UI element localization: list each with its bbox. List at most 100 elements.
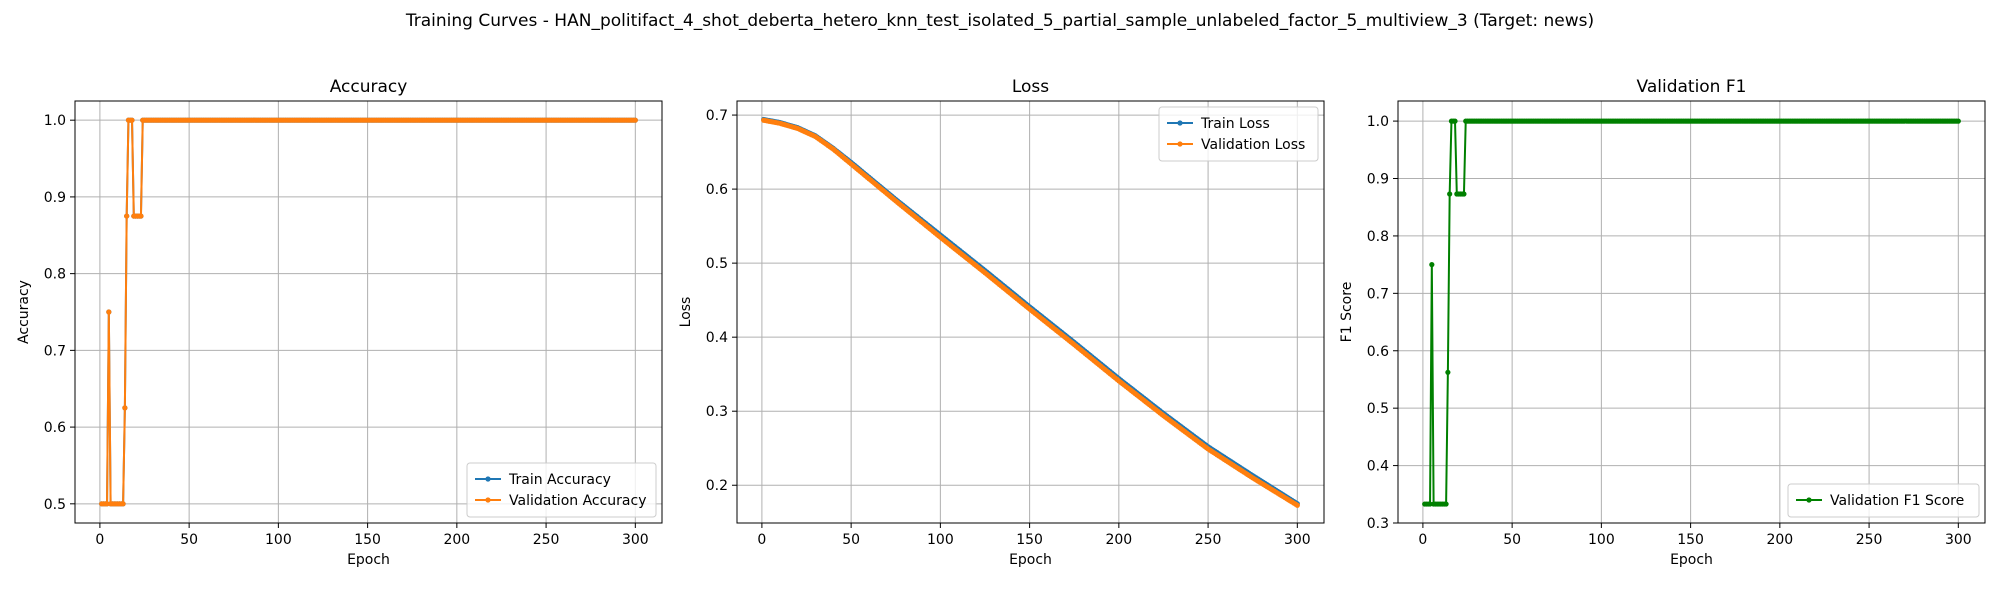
legend-item: Validation Loss — [1167, 137, 1305, 153]
data-point — [1443, 501, 1449, 507]
data-point — [122, 405, 128, 411]
data-point — [632, 117, 638, 123]
x-tick-label: 300 — [622, 532, 649, 548]
axes-title: Validation F1 — [1637, 77, 1747, 97]
legend: Train Accuracy Validation Accuracy — [466, 462, 657, 518]
y-tick-label: 0.5 — [706, 256, 728, 272]
x-tick-label: 200 — [443, 532, 470, 548]
y-tick-label: 0.6 — [706, 182, 728, 198]
legend-swatch-marker — [485, 497, 491, 503]
legend-swatch-marker — [485, 476, 491, 482]
axes-frame — [1397, 100, 1986, 524]
data-point — [1461, 191, 1467, 197]
data-point — [1445, 369, 1451, 375]
series-line — [101, 119, 636, 505]
x-tick-label: 50 — [180, 532, 198, 548]
x-axis-label: Epoch — [1009, 552, 1052, 568]
y-tick-label: 0.6 — [44, 420, 66, 436]
data-point — [106, 309, 112, 315]
loss-panel: 0 50 100 150 200 250 300 0.2 0.3 0.4 0.5 0.6 0.7 Loss… — [678, 77, 1325, 568]
data-point — [1452, 118, 1458, 124]
data-point — [1429, 262, 1435, 268]
x-tick-label: 200 — [1766, 532, 1793, 548]
x-tick-label: 50 — [1503, 532, 1521, 548]
y-tick-label: 0.9 — [1367, 172, 1389, 188]
y-tick-label: 0.4 — [706, 330, 728, 346]
x-tick-label: 100 — [265, 532, 292, 548]
data-point — [104, 501, 110, 507]
x-tick-label: 100 — [1588, 532, 1615, 548]
legend-item: Validation Accuracy — [475, 493, 647, 509]
x-tick-label: 100 — [927, 532, 954, 548]
accuracy-panel: 0 50 100 150 200 250 300 0.5 0.6 0.7 0.8 0.9 1.0 Accu… — [16, 77, 663, 568]
series-accuracy-1 — [99, 117, 638, 507]
legend-label: Validation Loss — [1201, 137, 1305, 153]
legend-label: Validation Accuracy — [509, 493, 647, 509]
y-tick-label: 0.5 — [1367, 401, 1389, 417]
data-point — [138, 213, 144, 219]
x-tick-label: 200 — [1105, 532, 1132, 548]
data-point — [120, 501, 126, 507]
y-tick-label: 0.6 — [1367, 344, 1389, 360]
data-point — [1294, 502, 1300, 508]
x-tick-label: 0 — [1418, 532, 1427, 548]
y-tick-label: 0.3 — [1367, 516, 1389, 532]
x-tick-label: 150 — [1677, 532, 1704, 548]
legend-label: Train Loss — [1200, 116, 1270, 132]
y-tick-label: 1.0 — [44, 113, 66, 129]
y-tick-label: 0.8 — [1367, 229, 1389, 245]
legend-item: Validation F1 Score — [1796, 493, 1964, 509]
figure-suptitle: Training Curves - HAN_politifact_4_shot_… — [405, 11, 1594, 31]
y-tick-label: 0.4 — [1367, 459, 1389, 475]
axes-title: Accuracy — [330, 77, 408, 97]
x-tick-label: 250 — [1195, 532, 1222, 548]
legend-box — [1158, 106, 1319, 162]
data-point — [129, 117, 135, 123]
y-axis-label: Accuracy — [16, 280, 32, 344]
x-axis-label: Epoch — [1670, 552, 1713, 568]
x-tick-label: 150 — [354, 532, 381, 548]
y-tick-label: 0.2 — [706, 478, 728, 494]
y-tick-label: 0.8 — [44, 267, 66, 283]
x-tick-label: 0 — [757, 532, 766, 548]
y-axis-label: Loss — [678, 297, 694, 328]
data-point — [124, 213, 130, 219]
x-tick-label: 50 — [842, 532, 860, 548]
axes-title: Loss — [1012, 77, 1049, 97]
axes-frame — [74, 100, 663, 524]
x-tick-label: 250 — [1856, 532, 1883, 548]
legend-label: Validation F1 Score — [1830, 493, 1964, 509]
series-line — [101, 119, 636, 505]
legend-swatch-marker — [1177, 141, 1183, 147]
legend-item: Train Loss — [1167, 116, 1270, 132]
legend-label: Train Accuracy — [508, 472, 611, 488]
y-tick-label: 1.0 — [1367, 114, 1389, 130]
data-point — [1447, 191, 1453, 197]
axes-frame — [736, 100, 1325, 524]
x-tick-label: 300 — [1945, 532, 1972, 548]
y-axis-label: F1 Score — [1339, 282, 1355, 343]
y-tick-label: 0.9 — [44, 190, 66, 206]
x-tick-label: 150 — [1016, 532, 1043, 548]
legend-box — [1787, 483, 1980, 518]
legend: Validation F1 Score — [1787, 483, 1980, 518]
y-tick-label: 0.3 — [706, 404, 728, 420]
f1-panel: 0 50 100 150 200 250 300 0.3 0.4 0.5 0.6 0.7 0.8 0.9 1… — [1339, 77, 1986, 568]
y-tick-label: 0.7 — [1367, 286, 1389, 302]
series-loss-1 — [761, 117, 1300, 508]
series-accuracy-0 — [99, 117, 638, 507]
y-tick-label: 0.7 — [44, 343, 66, 359]
x-tick-label: 300 — [1284, 532, 1311, 548]
legend: Train Loss Validation Loss — [1158, 106, 1319, 162]
legend-swatch-marker — [1806, 497, 1812, 503]
legend-swatch-marker — [1177, 120, 1183, 126]
x-tick-label: 0 — [95, 532, 104, 548]
legend-box — [466, 462, 657, 518]
data-point — [1427, 501, 1433, 507]
y-tick-label: 0.7 — [706, 108, 728, 124]
legend-item: Train Accuracy — [475, 472, 611, 488]
x-tick-label: 250 — [533, 532, 560, 548]
y-tick-label: 0.5 — [44, 497, 66, 513]
x-axis-label: Epoch — [347, 552, 390, 568]
